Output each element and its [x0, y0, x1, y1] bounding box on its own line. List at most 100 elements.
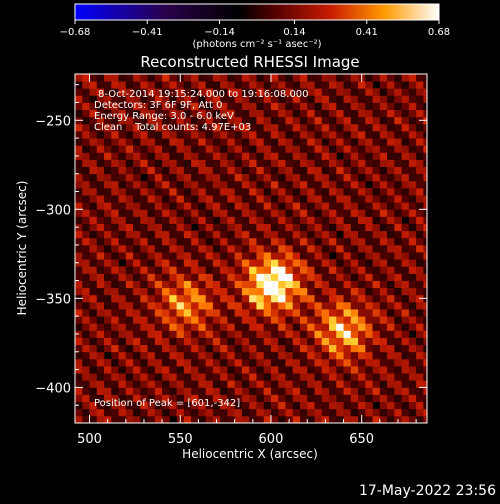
heatmap-cell: [118, 180, 127, 189]
heatmap-cell: [358, 373, 366, 381]
heatmap-cell: [292, 230, 301, 239]
heatmap-cell: [416, 280, 424, 289]
heatmap-cell: [358, 273, 366, 281]
heatmap-cell: [408, 415, 417, 423]
heatmap-cell: [292, 88, 301, 96]
heatmap-cell: [118, 337, 127, 346]
heatmap-cell: [205, 159, 214, 167]
heatmap-cell: [394, 209, 402, 217]
heatmap-cell: [270, 337, 279, 346]
heatmap-cell: [270, 81, 279, 89]
heatmap-cell: [350, 323, 359, 331]
heatmap-cell: [263, 173, 272, 182]
heatmap-cell: [423, 180, 427, 189]
heatmap-cell: [256, 187, 265, 196]
heatmap-cell: [241, 301, 250, 310]
heatmap-cell: [256, 373, 265, 381]
heatmap-cell: [270, 195, 279, 203]
heatmap-cell: [191, 301, 199, 310]
heatmap-cell: [299, 88, 308, 96]
heatmap-cell: [343, 237, 352, 246]
heatmap-cell: [198, 95, 207, 103]
heatmap-cell: [147, 373, 156, 381]
heatmap-cell: [314, 415, 323, 423]
heatmap-cell: [299, 102, 308, 111]
y-tick-label: −400: [35, 381, 71, 396]
heatmap-cell: [183, 187, 192, 196]
heatmap-cell: [227, 252, 236, 260]
heatmap-cell: [292, 387, 301, 395]
heatmap-cell: [89, 301, 98, 310]
heatmap-cell: [263, 366, 272, 374]
heatmap-cell: [401, 88, 410, 96]
heatmap-cell: [176, 187, 185, 196]
heatmap-cell: [336, 266, 344, 274]
heatmap-cell: [118, 81, 127, 89]
heatmap-cell: [154, 252, 163, 260]
heatmap-cell: [89, 266, 98, 274]
heatmap-cell: [162, 387, 170, 395]
heatmap-cell: [89, 358, 98, 367]
heatmap-cell: [329, 102, 337, 111]
heatmap-cell: [379, 287, 388, 296]
heatmap-cell: [336, 415, 344, 423]
heatmap-cell: [321, 387, 330, 395]
heatmap-cell: [379, 237, 388, 246]
heatmap-cell: [89, 252, 98, 260]
heatmap-cell: [169, 81, 178, 89]
heatmap-cell: [118, 330, 127, 338]
heatmap-cell: [416, 145, 424, 153]
heatmap-cell: [220, 195, 228, 203]
heatmap-cell: [133, 358, 141, 367]
heatmap-cell: [270, 145, 279, 153]
heatmap-cell: [183, 180, 192, 189]
heatmap-cell: [321, 152, 330, 160]
heatmap-cell: [379, 180, 388, 189]
heatmap-cell: [234, 401, 243, 410]
heatmap-cell: [183, 102, 192, 111]
heatmap-cell: [227, 116, 236, 125]
heatmap-cell: [234, 81, 243, 89]
heatmap-cell: [278, 195, 286, 203]
heatmap-cell: [416, 252, 424, 260]
heatmap-cell: [336, 102, 344, 111]
heatmap-cell: [133, 316, 141, 324]
heatmap-cell: [241, 152, 250, 160]
heatmap-cell: [401, 309, 410, 317]
heatmap-cell: [256, 330, 265, 338]
heatmap-cell: [212, 280, 221, 289]
heatmap-cell: [241, 88, 250, 96]
heatmap-cell: [343, 202, 352, 210]
heatmap-cell: [394, 252, 402, 260]
heatmap-cell: [249, 273, 257, 281]
heatmap-cell: [423, 252, 427, 260]
heatmap-cell: [358, 130, 366, 139]
heatmap-cell: [89, 280, 98, 289]
heatmap-cell: [416, 159, 424, 167]
heatmap-cell: [350, 244, 359, 253]
heatmap-cell: [118, 309, 127, 317]
heatmap-cell: [234, 330, 243, 338]
heatmap-cell: [140, 223, 148, 232]
heatmap-cell: [220, 259, 228, 267]
heatmap-cell: [387, 138, 395, 146]
heatmap-cell: [89, 159, 98, 167]
heatmap-cell: [191, 401, 199, 410]
heatmap-cell: [343, 88, 352, 96]
heatmap-cell: [111, 394, 119, 403]
heatmap-cell: [394, 187, 402, 196]
heatmap-cell: [270, 95, 279, 103]
heatmap-cell: [133, 187, 141, 196]
heatmap-cell: [205, 316, 214, 324]
heatmap-cell: [336, 216, 344, 224]
heatmap-cell: [82, 116, 90, 125]
heatmap-cell: [89, 330, 98, 338]
heatmap-cell: [263, 209, 272, 217]
heatmap-cell: [408, 380, 417, 388]
heatmap-cell: [154, 366, 163, 374]
heatmap-cell: [292, 187, 301, 196]
heatmap-cell: [285, 330, 294, 338]
heatmap-cell: [350, 102, 359, 111]
heatmap-cell: [205, 330, 214, 338]
heatmap-cell: [365, 159, 373, 167]
